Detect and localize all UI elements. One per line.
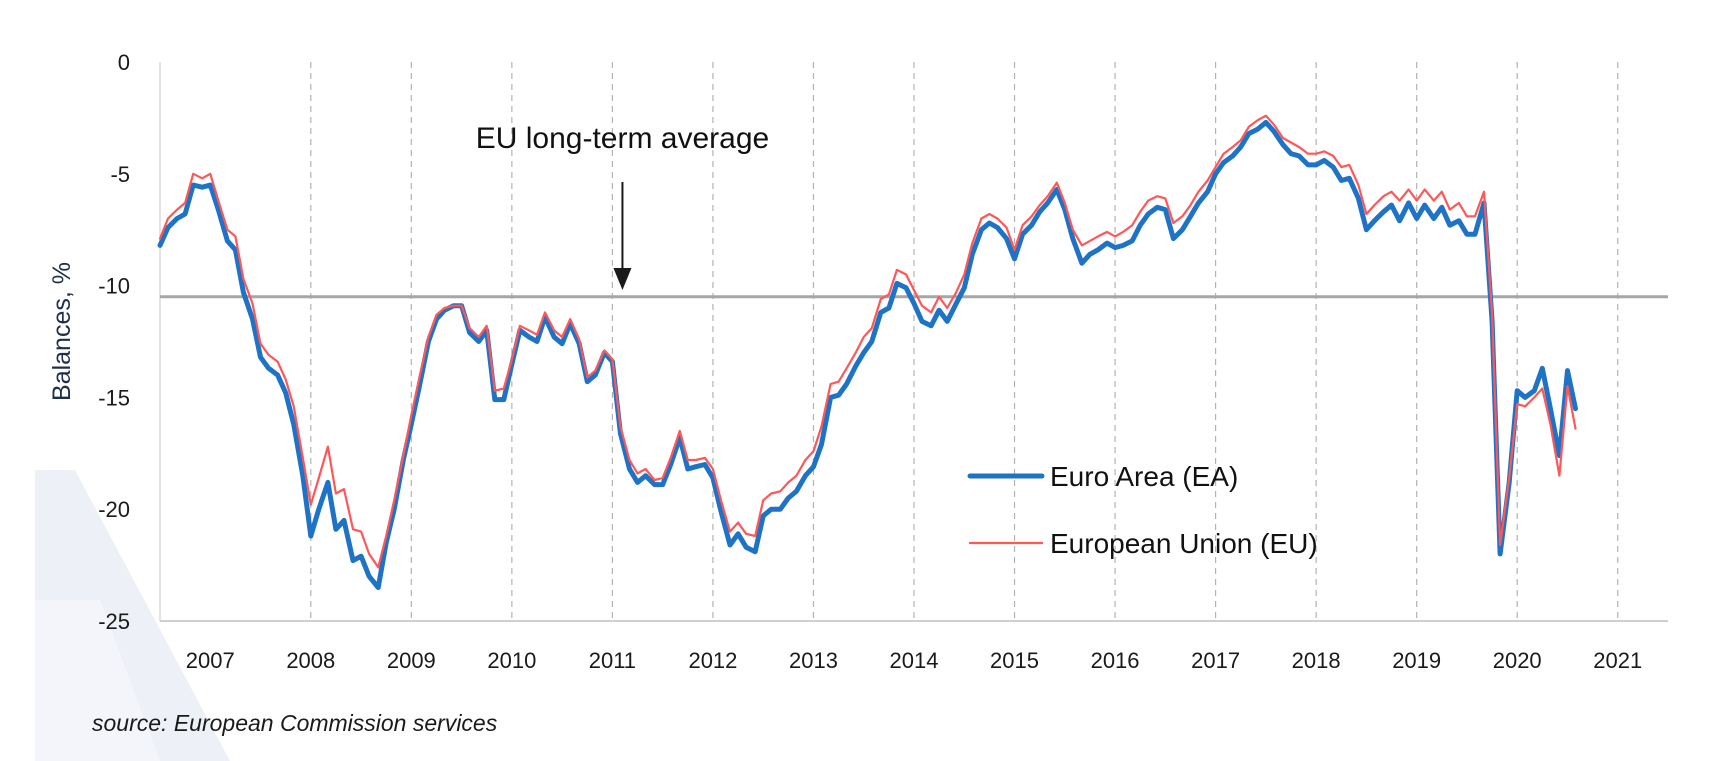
x-tick-label: 2008 xyxy=(286,648,335,673)
x-tick-label: 2012 xyxy=(688,648,737,673)
x-tick-label: 2010 xyxy=(487,648,536,673)
y-tick-label: -5 xyxy=(110,162,130,187)
x-tick-label: 2021 xyxy=(1593,648,1642,673)
x-tick-label: 2007 xyxy=(186,648,235,673)
x-tick-label: 2009 xyxy=(387,648,436,673)
y-axis-title: Balances, % xyxy=(48,262,76,401)
annotation-arrow-head xyxy=(613,268,632,290)
annotation-layer: EU long-term average xyxy=(476,122,769,290)
x-tick-label: 2014 xyxy=(890,648,939,673)
axis-layer: 0 -5 -10 -15 -20 -25 2007 2008 2009 2010 2011 2012 2… xyxy=(48,50,1668,673)
x-tick-label: 2016 xyxy=(1091,648,1140,673)
y-tick-label: -15 xyxy=(98,385,130,410)
x-tick-label: 2015 xyxy=(990,648,1039,673)
x-tick-label: 2017 xyxy=(1191,648,1240,673)
y-tick-label: -25 xyxy=(98,609,130,634)
x-tick-label: 2018 xyxy=(1292,648,1341,673)
x-tick-label: 2013 xyxy=(789,648,838,673)
y-tick-label: -10 xyxy=(98,274,130,299)
watermark-shapes xyxy=(35,470,230,761)
series-layer xyxy=(157,114,1578,590)
legend-label: Euro Area (EA) xyxy=(1050,461,1238,492)
y-tick-label: -20 xyxy=(98,497,130,522)
grid-layer xyxy=(310,62,1619,621)
x-tick-label: 2020 xyxy=(1493,648,1542,673)
x-tick-label: 2019 xyxy=(1392,648,1441,673)
legend-label: European Union (EU) xyxy=(1050,528,1318,559)
series-line-european-union xyxy=(158,114,1577,569)
source-note: source: European Commission services xyxy=(92,710,498,736)
y-tick-label: 0 xyxy=(118,50,130,75)
legend: Euro Area (EA) European Union (EU) xyxy=(967,461,1318,559)
series-line-euro-area xyxy=(157,119,1578,590)
x-tick-label: 2011 xyxy=(589,648,636,673)
annotation-label: EU long-term average xyxy=(476,122,769,155)
